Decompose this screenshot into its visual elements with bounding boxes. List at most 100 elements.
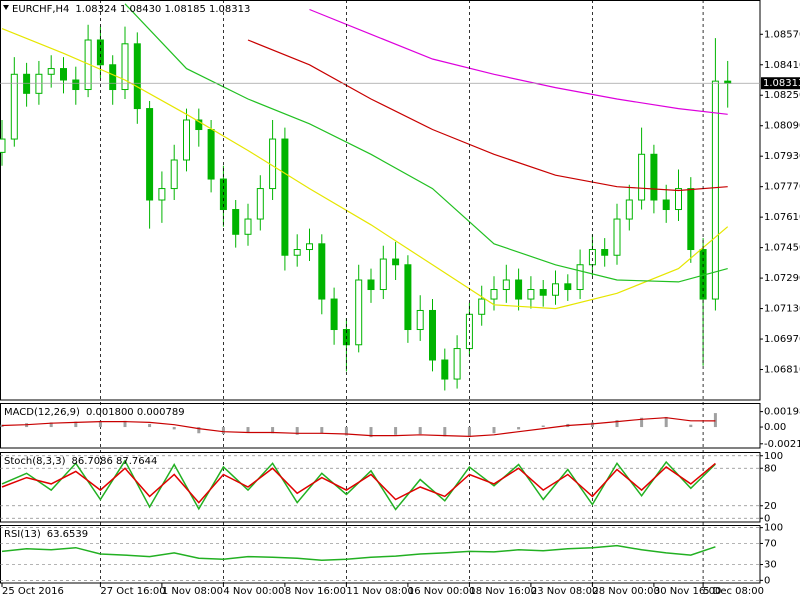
last-price-label: 1.08313 <box>763 78 800 89</box>
y-tick-label: 1.06810 <box>764 365 800 376</box>
x-tick-label: 18 Nov 16:00 <box>469 586 536 597</box>
candle-body <box>613 218 621 256</box>
candle-body <box>711 80 719 300</box>
indicator-line <box>124 3 728 283</box>
candle-body <box>207 129 215 180</box>
indicator-values: 63.6539 <box>47 529 88 540</box>
y-tick-label: 1.08090 <box>764 121 800 132</box>
x-tick-label: 4 Nov 00:00 <box>223 586 284 597</box>
macd-bar <box>517 427 521 430</box>
x-tick-label: 11 Nov 08:00 <box>346 586 413 597</box>
candle-body <box>133 43 141 110</box>
x-tick-label: 8 Nov 16:00 <box>285 586 346 597</box>
macd-bar <box>541 425 545 428</box>
candle-body <box>515 279 523 300</box>
y-tick-label: 30 <box>764 560 777 571</box>
candle-body <box>281 138 289 256</box>
indicator-values: 1.08324 1.08430 1.08185 1.08313 <box>75 4 250 15</box>
indicator-name: Stoch(8,3,3) <box>4 456 66 467</box>
macd-bar <box>689 424 693 428</box>
x-tick-label: 1 Nov 08:00 <box>162 586 223 597</box>
macd-bar <box>98 420 102 428</box>
indicator-name: MACD(12,26,9) <box>4 407 80 418</box>
indicator-name: EURCHF,H4 <box>12 4 69 15</box>
y-tick-label: 1.08410 <box>764 60 800 71</box>
macd-bar <box>664 416 668 428</box>
candle-body <box>170 159 178 190</box>
candle-body <box>35 73 43 94</box>
candle-body <box>367 279 375 291</box>
candle-body <box>355 279 363 346</box>
candle-body <box>478 298 486 315</box>
panel <box>0 3 732 391</box>
candle-body <box>441 359 449 380</box>
candle-body <box>244 218 252 235</box>
macd-bar <box>467 427 471 438</box>
macd-bar <box>590 422 594 428</box>
y-tick-label: 0.001989 <box>764 407 800 418</box>
panel <box>1 544 716 562</box>
candle-body <box>158 188 166 201</box>
candle-body <box>195 119 203 131</box>
y-tick-label: 1.08570 <box>764 29 800 40</box>
y-tick-label: 0.00 <box>764 422 786 433</box>
y-tick-label: 1.07450 <box>764 243 800 254</box>
indicator-line <box>1 544 716 562</box>
candle-body <box>72 79 80 91</box>
macd-bar <box>197 427 201 434</box>
y-tick-label: 1.07290 <box>764 273 800 284</box>
candle-body <box>675 188 682 211</box>
candle-body <box>502 279 510 291</box>
candle-body <box>392 258 400 266</box>
candle-body <box>625 199 633 220</box>
y-tick-label: 1.07130 <box>764 304 800 315</box>
panel-border <box>0 525 761 584</box>
candle-body <box>687 188 695 251</box>
y-tick-label: 70 <box>764 538 777 549</box>
macd-bar <box>221 427 225 435</box>
last-price-box <box>761 77 800 90</box>
indicator-line <box>1 462 716 504</box>
macd-bar <box>344 427 348 436</box>
panel-title: MACD(12,26,9) 0.001800 0.000789 <box>4 407 185 418</box>
macd-bar <box>369 427 373 438</box>
macd-bar <box>640 417 644 428</box>
y-tick-label: 100 <box>764 523 783 534</box>
macd-bar <box>74 421 78 428</box>
macd-bar <box>615 420 619 428</box>
macd-bar <box>148 423 152 428</box>
panel-title: RSI(13) 63.6539 <box>4 529 88 540</box>
macd-bar <box>320 427 324 434</box>
panel <box>0 413 717 438</box>
y-tick-label: 1.08250 <box>764 90 800 101</box>
macd-bar <box>295 427 299 435</box>
candle-body <box>490 289 498 300</box>
indicator-line <box>247 39 728 192</box>
indicator-values: 86.7086 87.7644 <box>71 456 157 467</box>
y-tick-label: 80 <box>764 463 777 474</box>
y-tick-label: 0 <box>764 575 770 586</box>
candle-body <box>588 249 596 266</box>
candle-body <box>306 243 313 251</box>
candle-body <box>527 289 535 300</box>
panel-title: Stoch(8,3,3) 86.7086 87.7644 <box>4 456 157 467</box>
panel-border <box>0 0 761 401</box>
candle-body <box>650 153 658 201</box>
candle-body <box>109 64 117 91</box>
candle-body <box>552 283 559 296</box>
macd-bar <box>443 427 447 437</box>
macd-bar <box>49 422 53 428</box>
candle-body <box>232 209 240 235</box>
macd-bar <box>172 427 176 430</box>
candle-body <box>23 73 31 94</box>
candle-body <box>453 348 461 380</box>
indicator-line <box>309 8 728 115</box>
candle-body <box>146 108 154 201</box>
x-tick-label: 23 Nov 08:00 <box>531 586 598 597</box>
candle-body <box>256 188 264 220</box>
y-tick-label: 1.07930 <box>764 151 800 162</box>
x-tick-label: 30 Nov 16:00 <box>654 586 721 597</box>
y-tick-label: -0.00216 <box>764 439 800 450</box>
macd-bar <box>246 427 250 433</box>
candle-body <box>47 68 55 75</box>
